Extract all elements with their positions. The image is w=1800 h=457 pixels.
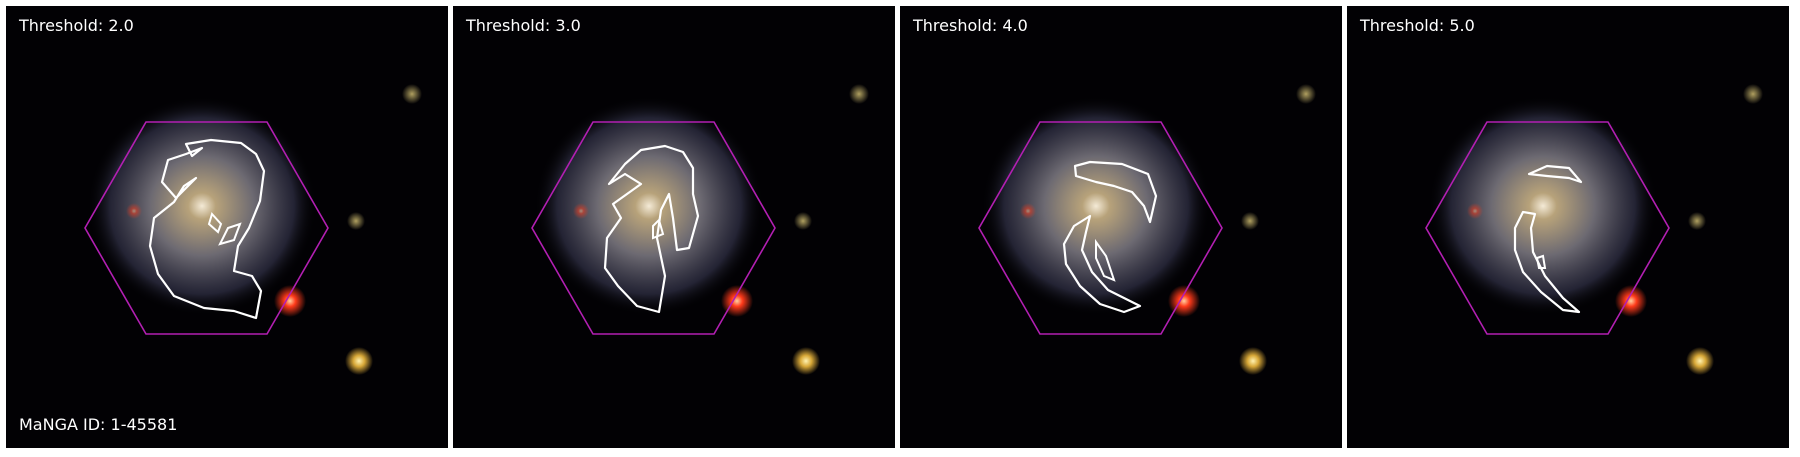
faint-source xyxy=(1241,212,1259,230)
manga-id-label: MaNGA ID: 1-45581 xyxy=(19,416,177,434)
faint-source xyxy=(1020,203,1036,219)
threshold-label: Threshold: 5.0 xyxy=(1360,17,1475,35)
faint-source xyxy=(794,212,812,230)
faint-source xyxy=(573,203,589,219)
faint-source xyxy=(1467,203,1483,219)
panel-threshold-2: Threshold: 2.0 MaNGA ID: 1-45581 xyxy=(6,6,448,448)
yellow-star xyxy=(345,347,373,375)
yellow-star xyxy=(792,347,820,375)
galaxy xyxy=(87,96,317,316)
panel-threshold-4: Threshold: 4.0 xyxy=(900,6,1342,448)
galaxy xyxy=(534,96,764,316)
galaxy xyxy=(981,96,1211,316)
yellow-star xyxy=(1686,347,1714,375)
threshold-label: Threshold: 2.0 xyxy=(19,17,134,35)
faint-source xyxy=(1296,84,1316,104)
faint-source xyxy=(1743,84,1763,104)
threshold-label: Threshold: 4.0 xyxy=(913,17,1028,35)
faint-source xyxy=(347,212,365,230)
threshold-label: Threshold: 3.0 xyxy=(466,17,581,35)
galaxy-image xyxy=(900,6,1342,448)
faint-source xyxy=(849,84,869,104)
panel-threshold-3: Threshold: 3.0 xyxy=(453,6,895,448)
faint-source xyxy=(402,84,422,104)
galaxy-image xyxy=(1347,6,1789,448)
panel-threshold-5: Threshold: 5.0 xyxy=(1347,6,1789,448)
yellow-star xyxy=(1239,347,1267,375)
galaxy xyxy=(1428,96,1658,316)
galaxy-image xyxy=(6,6,448,448)
faint-source xyxy=(1688,212,1706,230)
galaxy-image xyxy=(453,6,895,448)
faint-source xyxy=(126,203,142,219)
